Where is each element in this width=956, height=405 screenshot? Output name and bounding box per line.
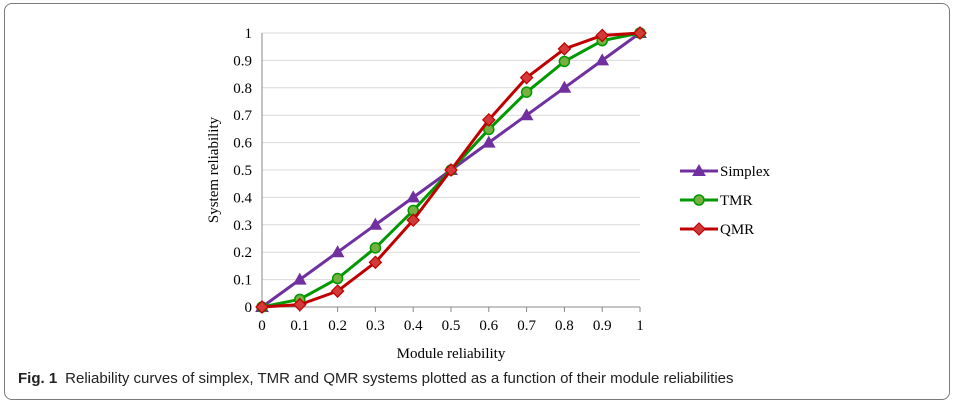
- y-tick-label: 0.3: [233, 218, 252, 234]
- data-point-qmr: [292, 297, 307, 312]
- data-point-qmr: [368, 255, 383, 270]
- y-tick-label: 0.9: [233, 53, 252, 69]
- data-point-qmr: [595, 28, 610, 43]
- x-tick-label: 0.9: [593, 318, 612, 334]
- x-tick-label: 0.7: [517, 318, 536, 334]
- data-point-tmr: [369, 242, 382, 254]
- data-point-qmr: [444, 163, 458, 177]
- data-point-qmr: [481, 113, 496, 127]
- y-tick-label: 0.2: [233, 245, 252, 261]
- data-point-simplex: [406, 190, 421, 203]
- figure-label: Fig. 1: [18, 370, 58, 387]
- y-tick-label: 0.8: [233, 81, 252, 97]
- y-axis-title: System reliability: [206, 116, 222, 223]
- y-tick-label: 0.5: [233, 163, 252, 179]
- y-tick-label: 0: [245, 300, 253, 316]
- data-point-qmr: [633, 26, 647, 40]
- data-point-simplex: [481, 135, 496, 148]
- legend-marker-qmr: [692, 222, 706, 236]
- x-tick-label: 1: [636, 318, 644, 334]
- x-tick-label: 0.3: [366, 318, 385, 334]
- data-point-qmr: [406, 213, 421, 227]
- data-point-tmr: [520, 86, 533, 98]
- data-point-qmr: [255, 300, 269, 314]
- figure-caption: Fig. 1 Reliability curves of simplex, TMR…: [18, 370, 948, 387]
- x-tick-label: 0.1: [290, 318, 309, 334]
- legend-label-tmr: TMR: [720, 193, 753, 209]
- x-tick-label: 0: [258, 318, 266, 334]
- y-tick-label: 0.6: [233, 136, 252, 152]
- data-point-qmr: [330, 284, 345, 298]
- x-tick-label: 0.2: [328, 318, 347, 334]
- caption-text: Reliability curves of simplex, TMR and Q…: [65, 370, 734, 387]
- y-tick-label: 0.4: [233, 190, 252, 206]
- data-point-simplex: [330, 245, 345, 258]
- legend-label-simplex: Simplex: [720, 164, 771, 180]
- legend-marker-tmr: [693, 194, 705, 206]
- data-point-simplex: [292, 272, 307, 285]
- data-point-simplex: [519, 108, 534, 121]
- data-point-qmr: [519, 70, 534, 85]
- data-point-simplex: [368, 217, 383, 230]
- data-point-simplex: [557, 80, 572, 93]
- legend-marker-simplex: [692, 163, 706, 176]
- x-tick-label: 0.4: [404, 318, 423, 334]
- figure-frame: [4, 3, 950, 400]
- data-point-qmr: [557, 42, 572, 56]
- y-tick-label: 1: [245, 26, 253, 42]
- data-point-tmr: [331, 272, 344, 285]
- x-axis-title: Module reliability: [397, 346, 506, 362]
- data-point-tmr: [558, 55, 571, 68]
- x-tick-label: 0.5: [442, 318, 461, 334]
- x-tick-label: 0.8: [555, 318, 574, 334]
- y-tick-label: 0.1: [233, 273, 252, 289]
- y-tick-label: 0.7: [233, 108, 252, 124]
- legend-label-qmr: QMR: [720, 222, 754, 238]
- data-point-simplex: [595, 53, 610, 66]
- x-tick-label: 0.6: [479, 318, 498, 334]
